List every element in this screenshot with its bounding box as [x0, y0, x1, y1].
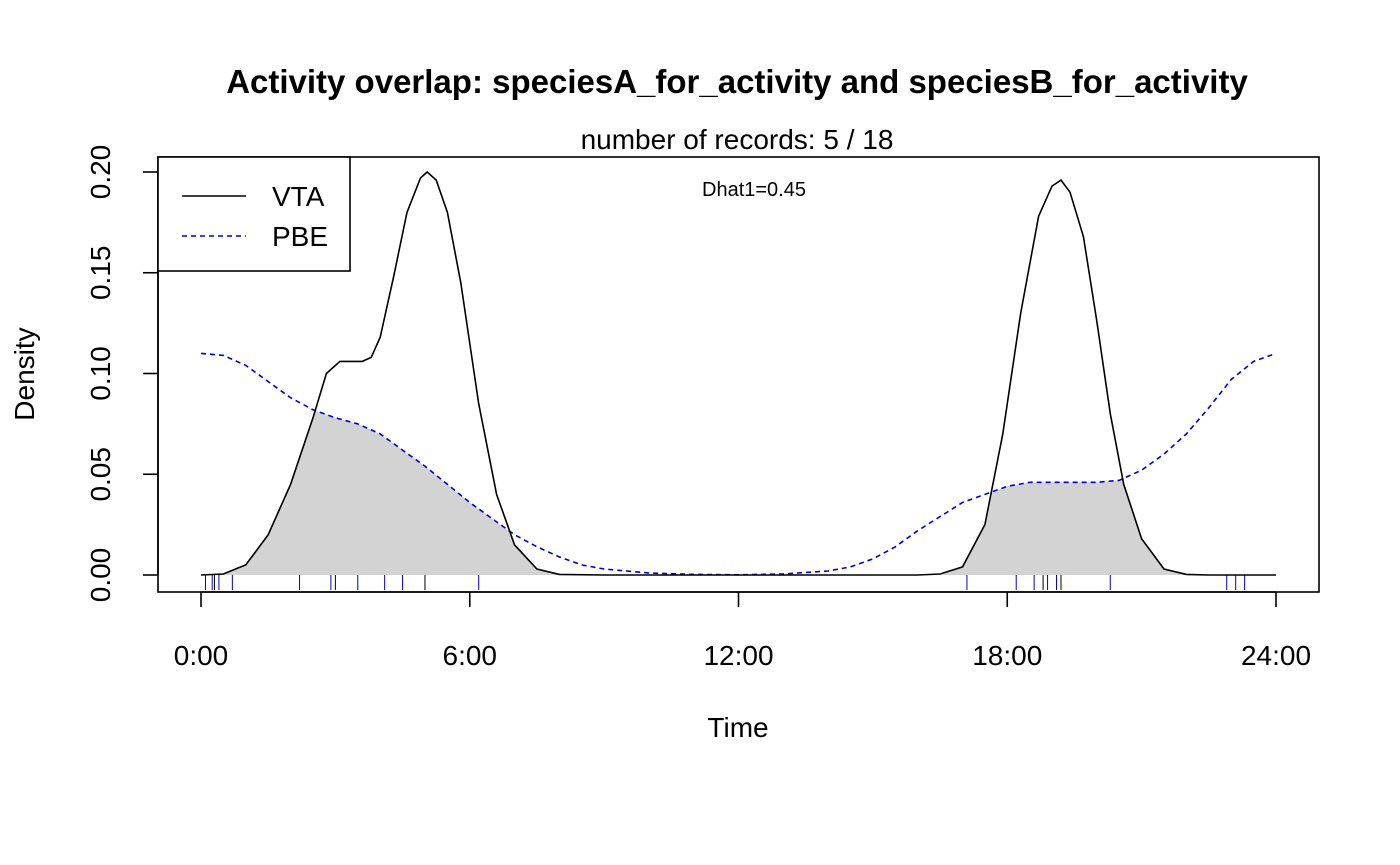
y-axis: 0.00 0.05 0.10 0.15 0.20 [85, 145, 159, 603]
legend: VTA PBE [157, 156, 351, 272]
legend-box [157, 156, 351, 272]
x-axis: 0:00 6:00 12:00 18:00 24:00 [174, 591, 1311, 671]
rug-layer [204, 575, 1246, 590]
dhat-annotation: Dhat1=0.45 [702, 179, 806, 201]
y-tick-label-1: 0.05 [85, 447, 116, 502]
series-line-vta [200, 170, 1276, 576]
series-layer [200, 170, 1277, 576]
y-tick-label-4: 0.20 [85, 145, 116, 200]
x-axis-title: Time [707, 712, 768, 743]
y-tick-label-2: 0.10 [85, 346, 116, 401]
legend-label-pbe: PBE [272, 221, 328, 252]
x-tick-label-3: 18:00 [972, 640, 1042, 671]
legend-label-vta: VTA [272, 181, 325, 212]
overlap-area-layer [201, 410, 1276, 575]
chart-subtitle: number of records: 5 / 18 [581, 124, 894, 155]
chart-title: Activity overlap: speciesA_for_activity … [226, 63, 1248, 100]
overlap-area [201, 410, 1276, 575]
y-tick-label-0: 0.00 [85, 548, 116, 603]
y-tick-label-3: 0.15 [85, 246, 116, 301]
x-tick-label-4: 24:00 [1241, 640, 1311, 671]
x-tick-label-0: 0:00 [174, 640, 229, 671]
x-tick-label-1: 6:00 [443, 640, 498, 671]
y-axis-title: Density [9, 327, 40, 420]
x-tick-label-2: 12:00 [703, 640, 773, 671]
